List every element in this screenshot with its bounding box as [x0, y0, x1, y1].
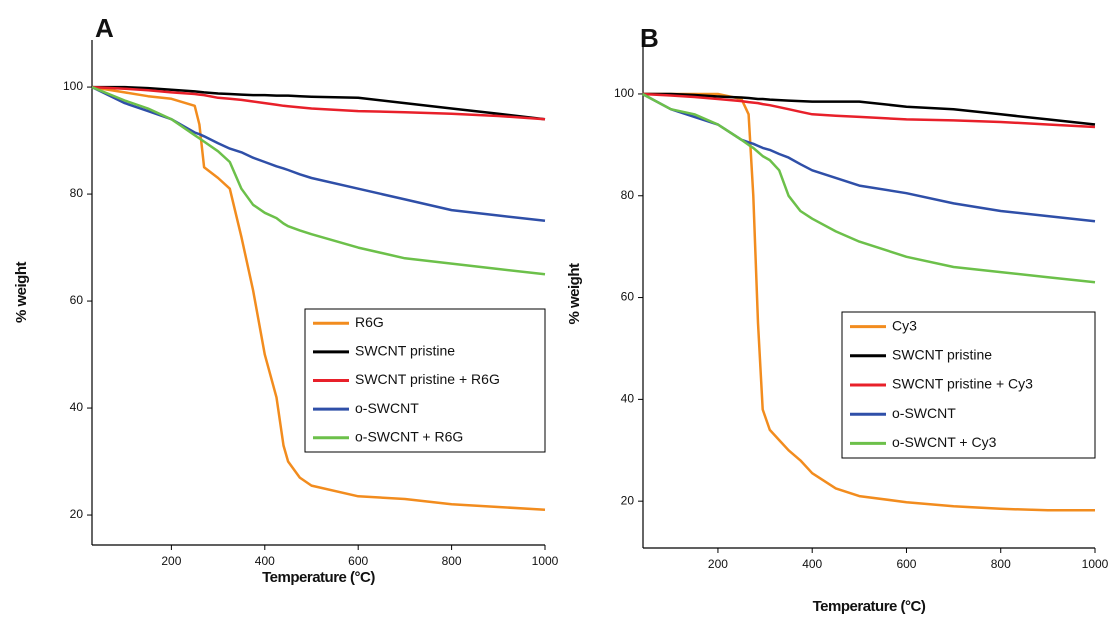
x-tick-label: 400	[255, 554, 275, 568]
panel-label: B	[640, 23, 659, 53]
x-tick-label: 800	[991, 557, 1011, 571]
data-line	[92, 85, 546, 121]
legend-label: Cy3	[892, 317, 917, 333]
x-axis-label: Temperature (°C)	[262, 569, 375, 586]
y-tick-label: 100	[614, 86, 634, 100]
x-tick-label: 800	[442, 554, 462, 568]
y-tick-label: 80	[70, 186, 84, 200]
y-axis-label: % weight	[566, 263, 583, 325]
x-tick-label: 600	[348, 554, 368, 568]
data-line	[91, 85, 546, 121]
panel-label: A	[95, 13, 114, 43]
x-axis-label: Temperature (°C)	[813, 598, 926, 615]
data-line	[642, 92, 1096, 126]
x-tick-label: 1000	[532, 554, 559, 568]
y-tick-label: 60	[70, 293, 84, 307]
y-tick-label: 100	[63, 79, 83, 93]
x-tick-label: 600	[896, 557, 916, 571]
legend-label: R6G	[355, 314, 384, 330]
legend-label: SWCNT pristine	[892, 347, 992, 363]
x-tick-label: 200	[161, 554, 181, 568]
y-tick-label: 40	[621, 392, 635, 406]
x-tick-label: 200	[708, 557, 728, 571]
data-line	[91, 85, 546, 223]
y-tick-label: 20	[70, 507, 84, 521]
legend: Cy3 SWCNT pristine SWCNT pristine + Cy3 o-S…	[841, 311, 1096, 459]
legend: R6G SWCNT pristine SWCNT pristine + R6G o-S…	[304, 308, 546, 453]
data-line	[641, 92, 1096, 284]
legend-label: o-SWCNT	[892, 405, 956, 421]
legend-label: SWCNT pristine + Cy3	[892, 376, 1033, 392]
data-line	[641, 92, 1096, 223]
x-tick-label: 1000	[1082, 557, 1109, 571]
data-line	[642, 92, 1096, 129]
y-axis-label: % weight	[13, 262, 30, 324]
data-line	[91, 85, 546, 511]
legend-label: o-SWCNT	[355, 400, 419, 416]
x-tick-label: 400	[802, 557, 822, 571]
legend-label: o-SWCNT + R6G	[355, 428, 463, 444]
legend-label: SWCNT pristine	[355, 343, 455, 359]
y-tick-label: 60	[621, 290, 635, 304]
data-line	[91, 85, 546, 276]
legend-label: o-SWCNT + Cy3	[892, 434, 997, 450]
y-tick-label: 20	[621, 493, 635, 507]
y-tick-label: 80	[621, 188, 635, 202]
legend-label: SWCNT pristine + R6G	[355, 371, 500, 387]
y-tick-label: 40	[70, 400, 84, 414]
